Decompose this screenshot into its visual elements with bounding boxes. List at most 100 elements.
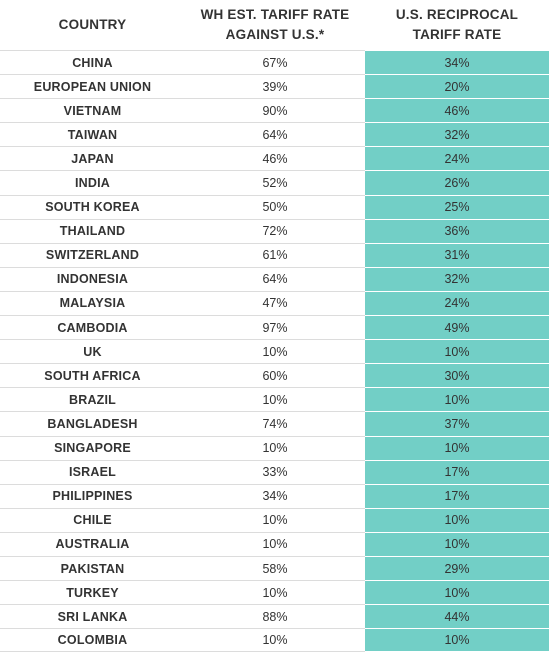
us-rate-cell: 32% bbox=[365, 266, 549, 291]
table-row: JAPAN 46% 24% bbox=[0, 146, 549, 171]
table-header: COUNTRY WH EST. TARIFF RATE AGAINST U.S.… bbox=[0, 0, 549, 50]
country-cell: UK bbox=[0, 339, 185, 363]
us-rate-cell: 44% bbox=[365, 604, 549, 629]
header-us-rate-line-2: TARIFF RATE bbox=[412, 27, 502, 42]
wh-rate-cell: 39% bbox=[185, 74, 365, 98]
header-country: COUNTRY bbox=[0, 0, 185, 50]
header-country-label: COUNTRY bbox=[58, 17, 127, 32]
table-row: COLOMBIA 10% 10% bbox=[0, 628, 549, 653]
header-us-rate: U.S. RECIPROCAL TARIFF RATE bbox=[365, 0, 549, 50]
us-rate-cell: 10% bbox=[365, 628, 549, 653]
us-rate-cell: 46% bbox=[365, 98, 549, 123]
country-cell: TAIWAN bbox=[0, 122, 185, 146]
us-rate-cell: 25% bbox=[365, 194, 549, 219]
us-rate-cell: 10% bbox=[365, 435, 549, 460]
table-row: UK 10% 10% bbox=[0, 339, 549, 364]
us-rate-cell: 29% bbox=[365, 555, 549, 581]
country-cell: CAMBODIA bbox=[0, 315, 185, 339]
wh-rate-cell: 33% bbox=[185, 459, 365, 484]
wh-rate-cell: 72% bbox=[185, 218, 365, 243]
header-wh-rate: WH EST. TARIFF RATE AGAINST U.S.* bbox=[185, 0, 365, 50]
table-row: SOUTH AFRICA 60% 30% bbox=[0, 363, 549, 388]
us-rate-cell: 26% bbox=[365, 170, 549, 195]
us-rate-cell: 17% bbox=[365, 459, 549, 484]
table-row: CAMBODIA 97% 49% bbox=[0, 315, 549, 340]
country-cell: INDONESIA bbox=[0, 266, 185, 291]
country-cell: BANGLADESH bbox=[0, 411, 185, 435]
us-rate-cell: 10% bbox=[365, 580, 549, 605]
table-row: EUROPEAN UNION 39% 20% bbox=[0, 74, 549, 99]
wh-rate-cell: 10% bbox=[185, 628, 365, 653]
country-cell: INDIA bbox=[0, 170, 185, 194]
table-row: SWITZERLAND 61% 31% bbox=[0, 242, 549, 267]
wh-rate-cell: 10% bbox=[185, 387, 365, 411]
table-row: BANGLADESH 74% 37% bbox=[0, 411, 549, 436]
table-body: CHINA 67% 34% EUROPEAN UNION 39% 20% VIETNAM 90… bbox=[0, 50, 549, 653]
wh-rate-cell: 67% bbox=[185, 50, 365, 74]
country-cell: COLOMBIA bbox=[0, 628, 185, 653]
wh-rate-cell: 10% bbox=[185, 507, 365, 532]
country-cell: PHILIPPINES bbox=[0, 483, 185, 508]
table-row: CHINA 67% 34% bbox=[0, 50, 549, 75]
table-row: TAIWAN 64% 32% bbox=[0, 122, 549, 147]
table-row: THAILAND 72% 36% bbox=[0, 218, 549, 243]
wh-rate-cell: 61% bbox=[185, 242, 365, 267]
country-cell: SOUTH KOREA bbox=[0, 194, 185, 219]
table-row: PAKISTAN 58% 29% bbox=[0, 555, 549, 581]
country-cell: CHINA bbox=[0, 50, 185, 74]
wh-rate-cell: 64% bbox=[185, 122, 365, 146]
table-row: VIETNAM 90% 46% bbox=[0, 98, 549, 123]
table-row: INDIA 52% 26% bbox=[0, 170, 549, 195]
us-rate-cell: 31% bbox=[365, 242, 549, 267]
table-row: ISRAEL 33% 17% bbox=[0, 459, 549, 484]
us-rate-cell: 17% bbox=[365, 483, 549, 508]
country-cell: VIETNAM bbox=[0, 98, 185, 122]
us-rate-cell: 20% bbox=[365, 74, 549, 99]
table-row: INDONESIA 64% 32% bbox=[0, 266, 549, 291]
wh-rate-cell: 10% bbox=[185, 435, 365, 460]
us-rate-cell: 37% bbox=[365, 411, 549, 436]
country-cell: PAKISTAN bbox=[0, 555, 185, 580]
table-row: CHILE 10% 10% bbox=[0, 507, 549, 532]
wh-rate-cell: 88% bbox=[185, 604, 365, 628]
country-cell: ISRAEL bbox=[0, 459, 185, 484]
wh-rate-cell: 50% bbox=[185, 194, 365, 219]
header-wh-rate-line-2: AGAINST U.S.* bbox=[225, 27, 325, 42]
country-cell: MALAYSIA bbox=[0, 290, 185, 315]
wh-rate-cell: 90% bbox=[185, 98, 365, 122]
us-rate-cell: 10% bbox=[365, 507, 549, 532]
table-row: BRAZIL 10% 10% bbox=[0, 387, 549, 412]
country-cell: AUSTRALIA bbox=[0, 531, 185, 556]
table-row: PHILIPPINES 34% 17% bbox=[0, 483, 549, 508]
country-cell: SOUTH AFRICA bbox=[0, 363, 185, 387]
us-rate-cell: 10% bbox=[365, 531, 549, 556]
wh-rate-cell: 64% bbox=[185, 266, 365, 291]
country-cell: SRI LANKA bbox=[0, 604, 185, 628]
wh-rate-cell: 74% bbox=[185, 411, 365, 435]
country-cell: BRAZIL bbox=[0, 387, 185, 411]
wh-rate-cell: 52% bbox=[185, 170, 365, 194]
wh-rate-cell: 47% bbox=[185, 290, 365, 315]
country-cell: EUROPEAN UNION bbox=[0, 74, 185, 98]
country-cell: TURKEY bbox=[0, 580, 185, 604]
wh-rate-cell: 97% bbox=[185, 315, 365, 339]
us-rate-cell: 10% bbox=[365, 387, 549, 412]
wh-rate-cell: 34% bbox=[185, 483, 365, 508]
wh-rate-cell: 10% bbox=[185, 339, 365, 363]
header-wh-rate-line-1: WH EST. TARIFF RATE bbox=[200, 7, 350, 22]
wh-rate-cell: 60% bbox=[185, 363, 365, 387]
us-rate-cell: 24% bbox=[365, 290, 549, 316]
us-rate-cell: 36% bbox=[365, 218, 549, 243]
table-row: AUSTRALIA 10% 10% bbox=[0, 531, 549, 556]
wh-rate-cell: 10% bbox=[185, 580, 365, 604]
us-rate-cell: 34% bbox=[365, 50, 549, 75]
table-row: TURKEY 10% 10% bbox=[0, 580, 549, 605]
country-cell: SWITZERLAND bbox=[0, 242, 185, 267]
country-cell: SINGAPORE bbox=[0, 435, 185, 460]
country-cell: CHILE bbox=[0, 507, 185, 532]
country-cell: JAPAN bbox=[0, 146, 185, 170]
header-us-rate-line-1: U.S. RECIPROCAL bbox=[395, 7, 519, 22]
us-rate-cell: 49% bbox=[365, 315, 549, 340]
table-row: SOUTH KOREA 50% 25% bbox=[0, 194, 549, 219]
